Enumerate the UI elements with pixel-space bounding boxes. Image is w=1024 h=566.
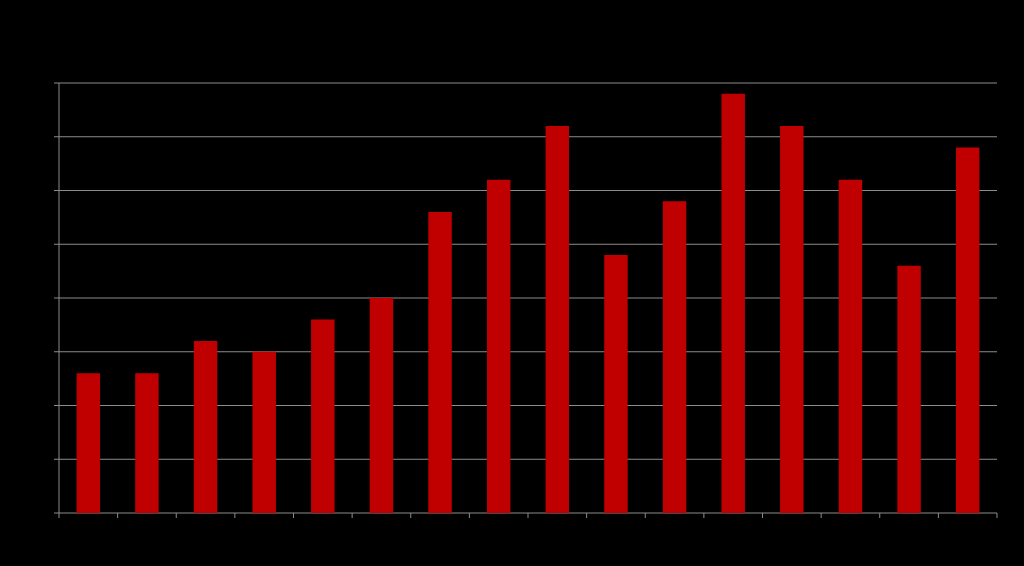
bar xyxy=(486,179,511,513)
bar xyxy=(311,319,335,513)
bar xyxy=(369,298,394,513)
bar xyxy=(780,126,804,513)
bar xyxy=(721,93,745,513)
bar xyxy=(838,179,863,513)
bar xyxy=(955,147,980,513)
bar xyxy=(76,373,101,513)
bar xyxy=(604,255,628,513)
bar xyxy=(428,212,452,513)
bar xyxy=(252,351,276,513)
bar xyxy=(193,341,218,513)
bar xyxy=(662,201,687,513)
bar xyxy=(135,373,159,513)
bar xyxy=(545,126,570,513)
bar xyxy=(897,265,921,513)
